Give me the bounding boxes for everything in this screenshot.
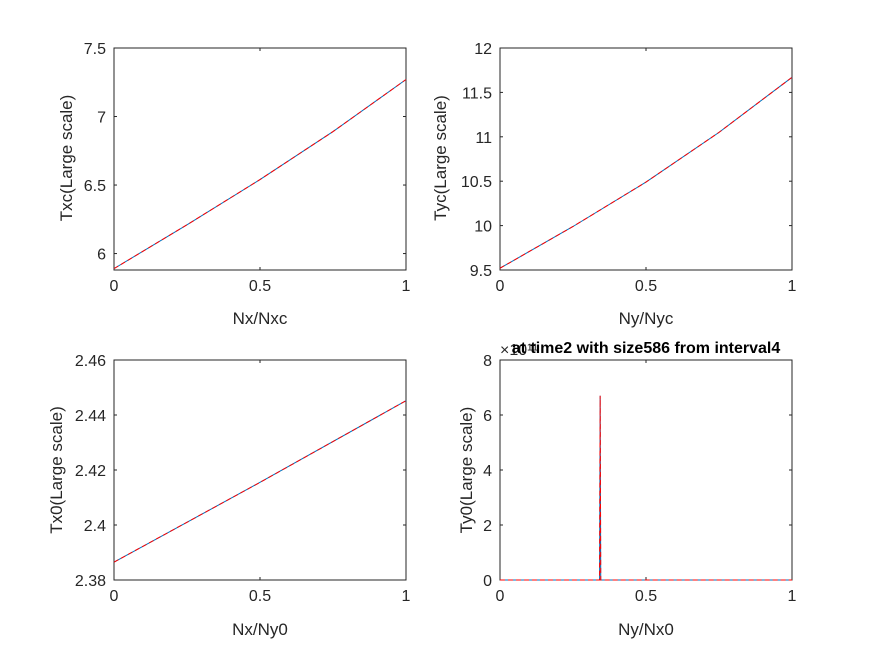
subplot-tx0-xtick-label: 0 bbox=[110, 588, 119, 605]
subplot-tx0-ytick-label: 2.42 bbox=[75, 463, 106, 480]
subplot-tyc-xlabel: Ny/Nyc bbox=[619, 309, 674, 328]
subplot-tx0-axes-box bbox=[113, 359, 407, 581]
subplot-ty0-exponent-label: ×10¹¹ bbox=[500, 342, 538, 359]
subplot-txc-xtick-label: 1 bbox=[402, 278, 411, 295]
subplot-ty0-xtick-label: 0.5 bbox=[635, 588, 657, 605]
subplot-txc-xlabel: Nx/Nxc bbox=[233, 309, 288, 328]
subplot-tyc-ytick-label: 12 bbox=[474, 41, 492, 58]
subplot-ty0-axes-box bbox=[499, 359, 793, 581]
subplot-ty0-xtick-label: 0 bbox=[496, 588, 505, 605]
subplot-ty0-xtick-label: 1 bbox=[788, 588, 797, 605]
subplot-tx0-xlabel: Nx/Ny0 bbox=[232, 620, 288, 639]
subplot-tx0-xtick-label: 0.5 bbox=[249, 588, 271, 605]
subplot-txc-ylabel: Txc(Large scale) bbox=[57, 95, 76, 222]
subplot-ty0-title: at time2 with size586 from interval4 bbox=[512, 340, 781, 357]
subplot-tx0-series-blue-solid-line bbox=[113, 400, 407, 563]
subplot-tyc-xtick-label: 0 bbox=[496, 278, 505, 295]
subplot-ty0-series-red-dashed-line bbox=[500, 395, 792, 581]
subplot-tx0-ytick-label: 2.4 bbox=[84, 518, 106, 535]
subplot-tyc-series-red-dashed-line bbox=[499, 76, 793, 269]
subplot-txc: Nx/Nxc Txc(Large scale) 0 0.5 1 6 6.5 7 7.5 bbox=[57, 41, 411, 328]
subplot-txc-ytick-label: 6.5 bbox=[84, 178, 106, 195]
subplot-ty0-ytick-label: 4 bbox=[483, 463, 492, 480]
subplot-txc-ytick-label: 6 bbox=[97, 247, 106, 264]
subplot-tyc-ytick-label: 9.5 bbox=[470, 263, 492, 280]
subplot-ty0-ytick-label: 8 bbox=[483, 353, 492, 370]
subplot-tx0-ytick-label: 2.46 bbox=[75, 353, 106, 370]
subplot-ty0-ytick-label: 6 bbox=[483, 408, 492, 425]
subplot-txc-xtick-label: 0.5 bbox=[249, 278, 271, 295]
subplot-tyc-axes-box bbox=[499, 47, 793, 271]
subplot-tx0-ytick-label: 2.38 bbox=[75, 573, 106, 590]
subplot-txc-series-red-dashed-line bbox=[113, 79, 407, 270]
subplot-tyc-xtick-label: 0.5 bbox=[635, 278, 657, 295]
subplot-ty0-xlabel: Ny/Nx0 bbox=[618, 620, 674, 639]
subplot-tx0-xtick-label: 1 bbox=[402, 588, 411, 605]
subplot-ty0-ytick-label: 2 bbox=[483, 518, 492, 535]
subplot-txc-axes-box bbox=[113, 47, 407, 271]
subplot-ty0: Ny/Nx0 Ty0(Large scale) ×10¹¹ at time2 w… bbox=[457, 340, 797, 639]
subplot-txc-ytick-label: 7 bbox=[97, 110, 106, 127]
subplot-tyc-xtick-label: 1 bbox=[788, 278, 797, 295]
subplot-tyc-ylabel: Tyc(Large scale) bbox=[431, 95, 450, 221]
subplot-ty0-ylabel: Ty0(Large scale) bbox=[457, 407, 476, 534]
subplot-ty0-ytick-label: 0 bbox=[483, 573, 492, 590]
subplot-tx0-ytick-label: 2.44 bbox=[75, 408, 106, 425]
subplot-tx0-ylabel: Tx0(Large scale) bbox=[47, 406, 66, 534]
subplot-txc-xtick-label: 0 bbox=[110, 278, 119, 295]
subplot-tyc-ytick-label: 11.5 bbox=[462, 85, 492, 102]
subplot-tyc-ytick-label: 11 bbox=[475, 130, 492, 147]
subplot-tyc-ytick-label: 10.5 bbox=[461, 174, 492, 191]
subplot-tyc: Ny/Nyc Tyc(Large scale) 0 0.5 1 9.5 10 10.5 11… bbox=[431, 41, 797, 328]
subplot-tx0: Nx/Ny0 Tx0(Large scale) 0 0.5 1 2.38 2.4 2.42… bbox=[47, 353, 411, 639]
subplot-txc-ytick-label: 7.5 bbox=[84, 41, 106, 58]
subplot-tyc-ytick-label: 10 bbox=[474, 219, 492, 236]
